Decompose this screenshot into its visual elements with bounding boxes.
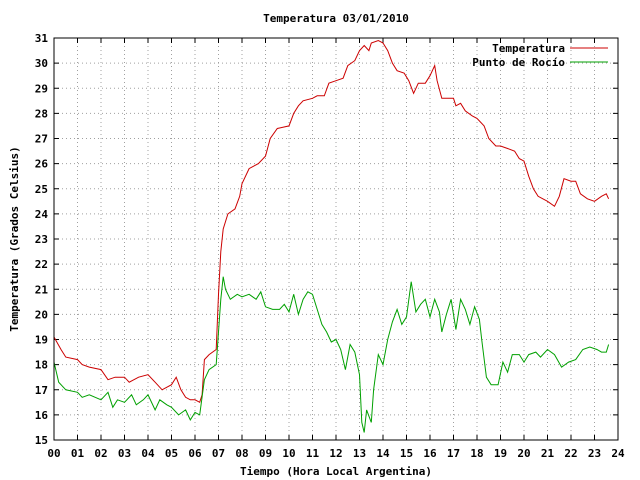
ticks [53,37,619,441]
x-tick-label: 07 [212,447,225,460]
legend-label-temperatura: Temperatura [492,42,565,55]
x-tick-label: 12 [329,447,342,460]
x-tick-label: 10 [282,447,295,460]
y-tick-labels: 15 16 17 18 19 20 21 22 23 24 25 26 27 28 29 30 31 [35,32,49,447]
y-axis-label: Temperatura (Grados Celsius) [8,146,21,331]
y-tick-label: 23 [35,233,48,246]
x-tick-label: 11 [306,447,320,460]
x-tick-label: 20 [517,447,530,460]
y-tick-label: 25 [35,183,48,196]
y-tick-label: 24 [35,208,49,221]
y-tick-label: 19 [35,334,48,347]
x-tick-label: 13 [353,447,366,460]
y-tick-label: 27 [35,133,48,146]
series-line-punto-de-rocio [53,276,610,433]
x-tick-label: 06 [188,447,202,460]
grid [54,38,618,440]
y-tick-label: 18 [35,359,48,372]
x-tick-label: 09 [259,447,272,460]
y-tick-label: 22 [35,258,48,271]
plot-frame [53,37,619,441]
legend-label-punto-de-rocio: Punto de Rocío [472,56,565,69]
x-tick-label: 17 [447,447,460,460]
series-lines [53,39,610,433]
x-tick-label: 02 [94,447,107,460]
legend: Temperatura Punto de Rocío [472,42,608,69]
x-tick-label: 01 [71,447,85,460]
x-tick-label: 19 [494,447,507,460]
x-tick-label: 16 [423,447,437,460]
x-tick-labels: 00 01 02 03 04 05 06 07 08 09 10 11 12 13 14 15 16 17 18 19… [47,447,625,460]
y-tick-label: 29 [35,82,48,95]
y-tick-label: 15 [35,434,48,447]
x-tick-label: 03 [118,447,131,460]
series-line-temperatura [53,39,610,404]
x-tick-label: 14 [376,447,390,460]
x-tick-label: 08 [235,447,248,460]
x-tick-label: 24 [611,447,625,460]
x-tick-label: 15 [400,447,413,460]
y-tick-label: 17 [35,384,48,397]
x-axis-label: Tiempo (Hora Local Argentina) [240,465,432,478]
x-tick-label: 04 [141,447,155,460]
x-tick-label: 21 [541,447,555,460]
x-tick-label: 00 [47,447,60,460]
y-tick-label: 30 [35,57,48,70]
y-tick-label: 16 [35,409,49,422]
y-tick-label: 31 [35,32,49,45]
x-tick-label: 23 [588,447,601,460]
y-tick-label: 26 [35,158,49,171]
y-tick-label: 20 [35,308,48,321]
x-tick-label: 22 [564,447,577,460]
y-tick-label: 21 [35,283,49,296]
x-tick-label: 18 [470,447,483,460]
y-tick-label: 28 [35,107,48,120]
x-tick-label: 05 [165,447,178,460]
chart-title: Temperatura 03/01/2010 [263,12,409,25]
